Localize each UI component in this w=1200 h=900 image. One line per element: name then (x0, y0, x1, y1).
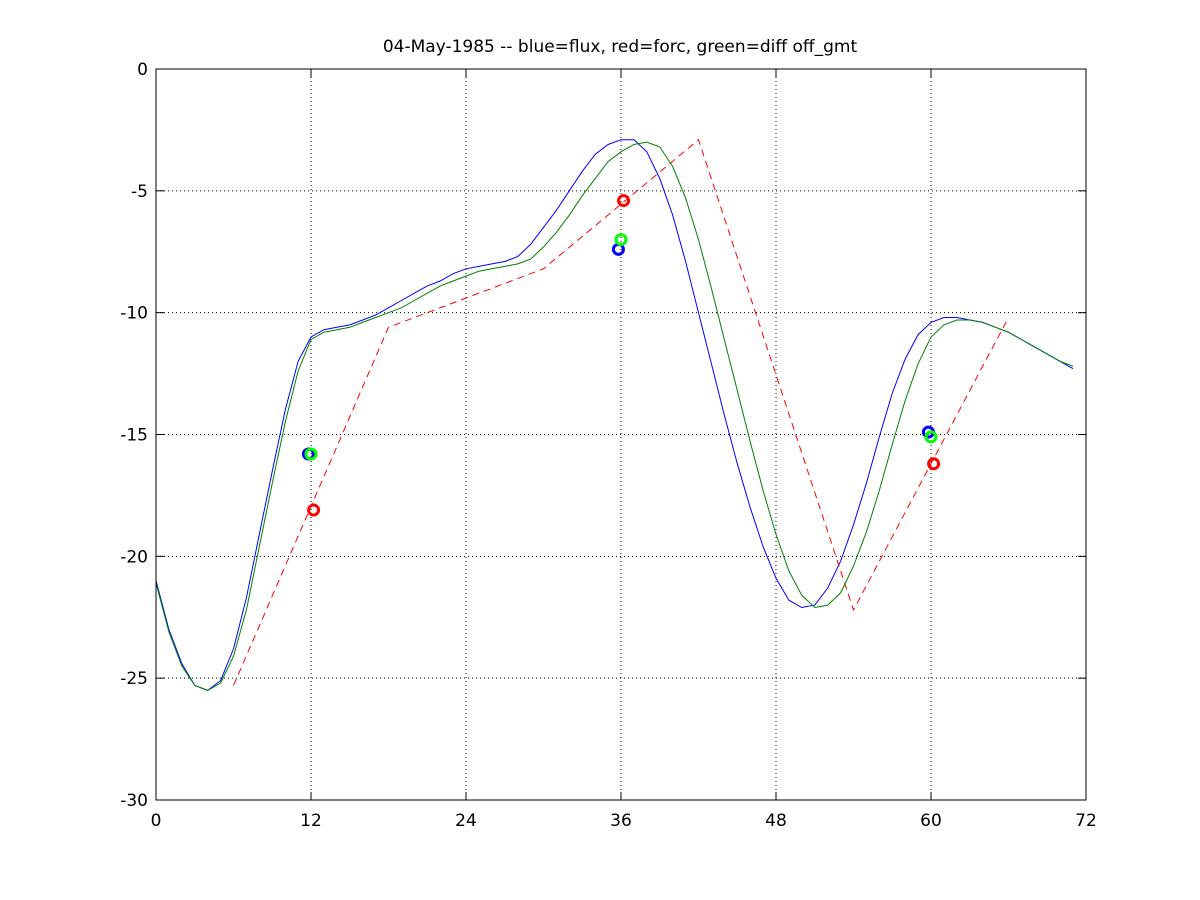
x-tick-label: 72 (1075, 811, 1097, 831)
x-tick-label: 24 (455, 811, 477, 831)
y-tick-label: -25 (120, 669, 148, 689)
x-tick-label: 0 (151, 811, 162, 831)
x-tick-labels: 0 12 24 36 48 60 72 (151, 811, 1097, 831)
y-tick-label: 0 (137, 60, 148, 80)
x-tick-label: 36 (610, 811, 632, 831)
marker-point-5 (617, 194, 631, 208)
axes (155, 68, 1087, 801)
marker-point-4 (614, 233, 628, 247)
marker-point-1 (304, 447, 318, 461)
x-tick-label: 12 (300, 811, 322, 831)
y-tick-label: -5 (131, 182, 148, 202)
x-tick-label: 60 (920, 811, 942, 831)
series-line-0 (155, 139, 1074, 691)
grid-lines (156, 69, 1086, 800)
y-tick-label: -10 (120, 304, 148, 324)
series-layer (155, 138, 1074, 691)
marker-layer (301, 194, 941, 517)
y-tick-label: -20 (120, 547, 148, 567)
y-tick-label: -30 (120, 791, 148, 811)
y-tick-label: -15 (120, 426, 148, 446)
y-tick-labels: 0 -5 -10 -15 -20 -25 -30 (120, 60, 148, 811)
series-line-1 (233, 138, 1009, 686)
marker-point-8 (927, 457, 941, 471)
marker-point-7 (924, 430, 938, 444)
chart-title: 04-May-1985 -- blue=flux, red=forc, gree… (383, 37, 858, 57)
series-line-2 (155, 141, 1074, 691)
marker-point-2 (307, 503, 321, 517)
x-tick-label: 48 (765, 811, 787, 831)
